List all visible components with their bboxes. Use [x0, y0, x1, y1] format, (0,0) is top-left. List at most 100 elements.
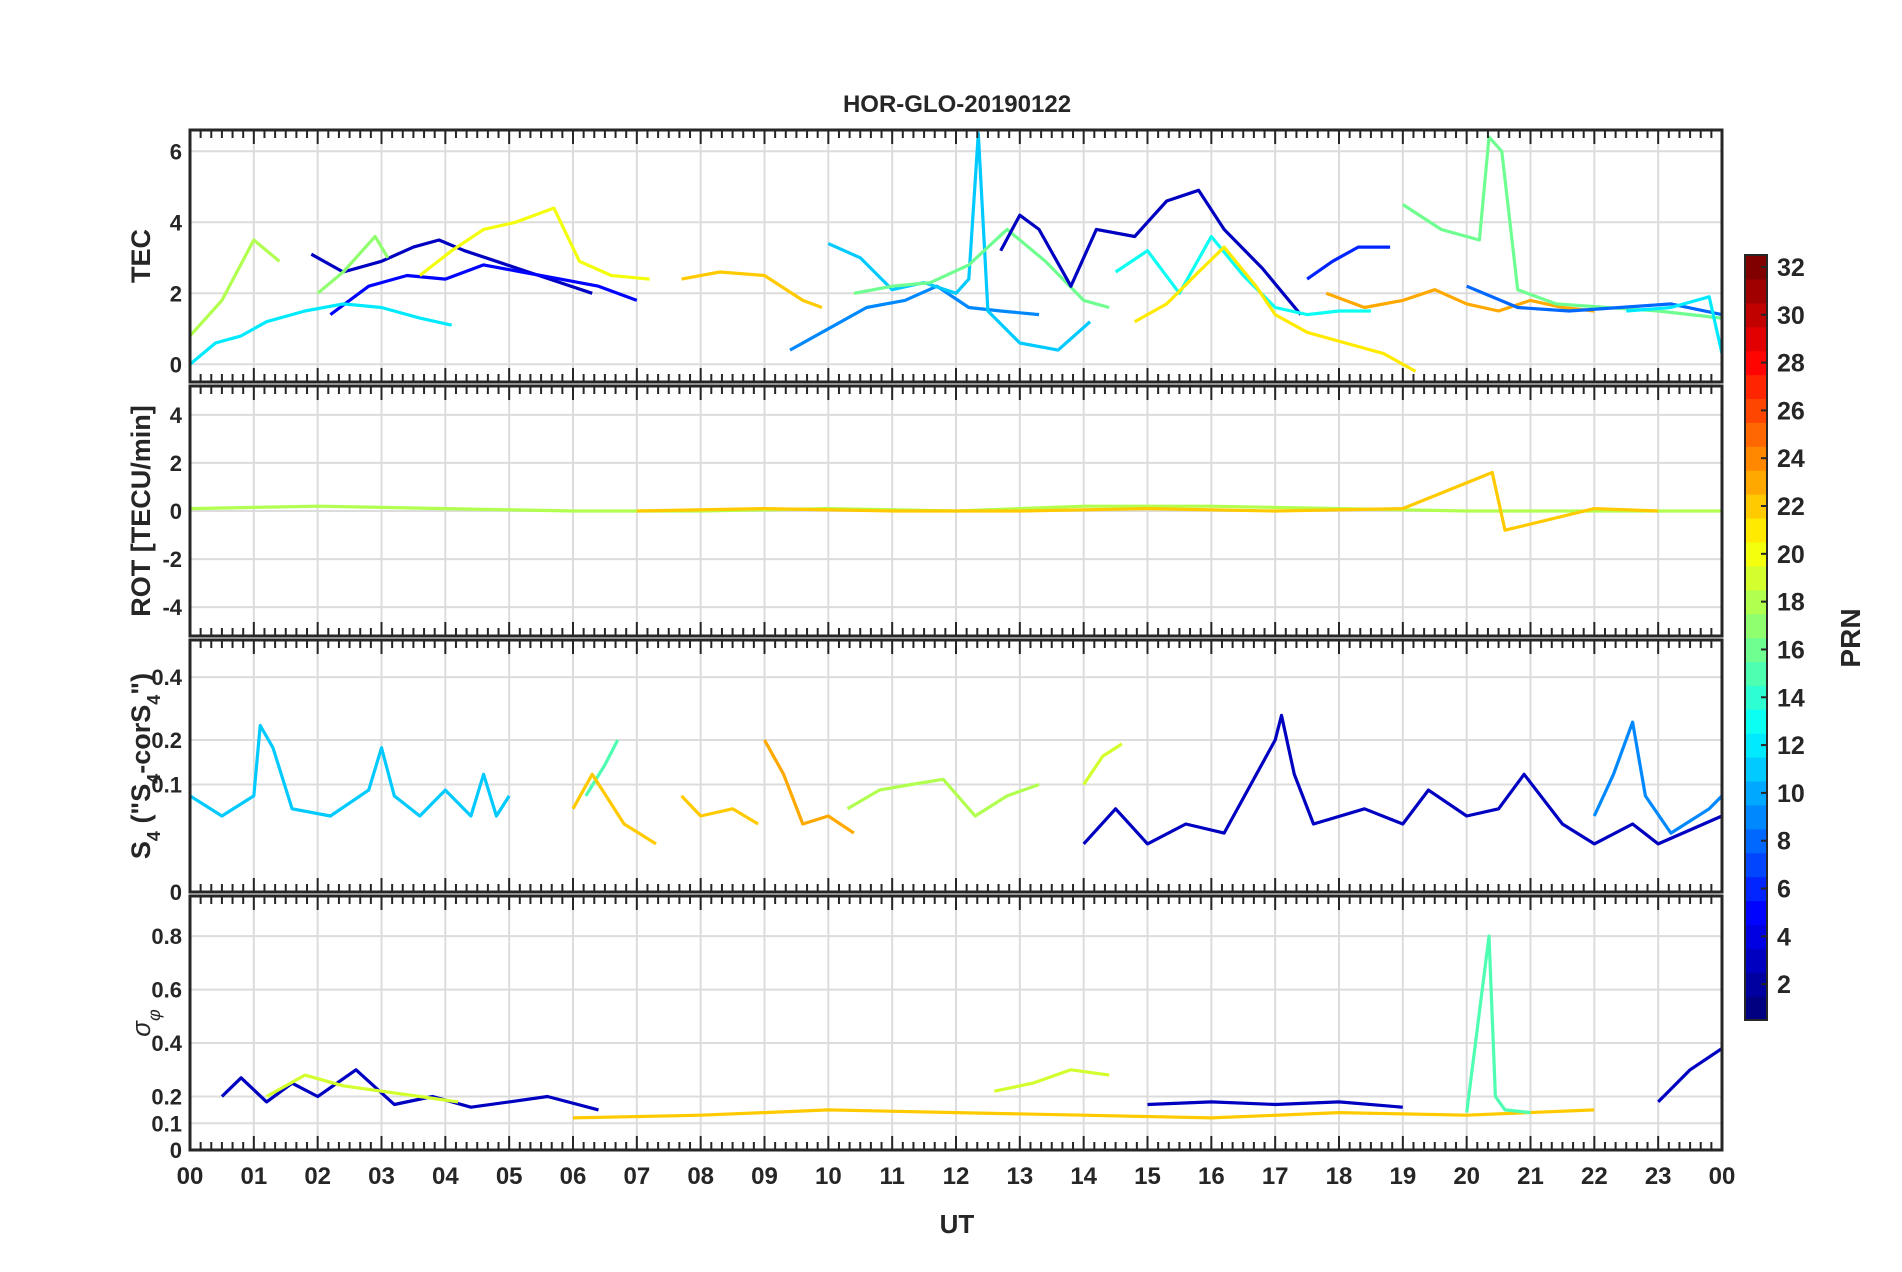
- series-line-prn-3: [1082, 713, 1722, 846]
- colorbar-tick-label: 26: [1777, 397, 1805, 425]
- colorbar-swatch: [1745, 685, 1767, 710]
- colorbar-label: PRN: [1835, 608, 1866, 667]
- series-line-prn-11: [190, 723, 511, 818]
- x-tick-label: 03: [368, 1163, 395, 1190]
- colorbar-swatch: [1745, 565, 1767, 591]
- panel-2: -4 -2 0 2 4 ROT [TECU/min]: [126, 384, 1724, 638]
- colorbar-tick-label: 20: [1777, 541, 1805, 569]
- colorbar-tick-label: 32: [1777, 254, 1805, 282]
- colorbar-swatch: [1745, 422, 1767, 447]
- x-tick-label: 18: [1326, 1163, 1353, 1190]
- colorbar-swatch: [1745, 517, 1767, 543]
- series-line-prn-16: [853, 227, 1110, 310]
- y-axis-label: TEC: [126, 229, 156, 283]
- series-line-prn-19: [265, 1073, 459, 1104]
- colorbar-tick-label: 12: [1777, 732, 1805, 760]
- colorbar-swatch: [1745, 900, 1767, 925]
- series-group: [220, 934, 1722, 1120]
- y-tick-label: 0.6: [151, 978, 182, 1003]
- colorbar-frame: [1744, 254, 1768, 1021]
- y-axis-label: S4 ("S4-corS4"): [126, 673, 164, 859]
- x-tick-label: 08: [687, 1163, 714, 1190]
- colorbar-swatch: [1745, 541, 1767, 567]
- x-tick-label: 00: [177, 1163, 204, 1190]
- colorbar-swatch: [1745, 589, 1767, 615]
- series-group: [190, 470, 1722, 532]
- colorbar-tick-label: 6: [1777, 876, 1791, 904]
- colorbar-swatch: [1745, 613, 1767, 639]
- series-line-prn-6: [1306, 245, 1391, 281]
- colorbar-swatch: [1745, 398, 1767, 423]
- series-line-prn-12: [190, 302, 453, 366]
- y-tick-label: 0: [170, 352, 182, 377]
- colorbar-swatch: [1745, 661, 1767, 686]
- x-tick-label: 12: [943, 1163, 970, 1190]
- series-line-prn-9: [1592, 720, 1722, 835]
- y-tick-label: 6: [170, 139, 182, 164]
- series-line-prn-22: [680, 794, 759, 826]
- series-line-prn-5: [329, 263, 638, 316]
- colorbar-swatch: [1745, 972, 1767, 997]
- x-tick-label: 16: [1198, 1163, 1225, 1190]
- y-tick-label: 0: [170, 1138, 182, 1163]
- y-tick-label: 0.1: [151, 1111, 182, 1136]
- x-tick-label: 07: [623, 1163, 650, 1190]
- colorbar-swatch: [1745, 709, 1767, 734]
- colorbar-swatch: [1745, 876, 1767, 902]
- series-line-prn-20: [418, 206, 650, 281]
- y-tick-label: 0.4: [151, 665, 182, 690]
- series-line-prn-3: [1147, 1100, 1403, 1109]
- colorbar-swatch: [1745, 278, 1767, 304]
- colorbar-swatch: [1745, 924, 1767, 949]
- x-tick-label: 00: [1709, 1163, 1736, 1190]
- y-tick-label: 0: [170, 880, 182, 905]
- x-tick-label: 10: [815, 1163, 842, 1190]
- y-tick-label: 4: [170, 403, 183, 428]
- x-tick-label: 23: [1645, 1163, 1672, 1190]
- x-tick-label: 09: [751, 1163, 778, 1190]
- colorbar-swatch: [1745, 637, 1767, 663]
- colorbar-tick-label: 4: [1777, 923, 1791, 951]
- x-axis-label: UT: [940, 1209, 975, 1239]
- x-tick-label: 04: [432, 1163, 459, 1190]
- colorbar-swatch: [1745, 996, 1767, 1021]
- colorbar-tick-label: 22: [1777, 493, 1805, 521]
- series-line-prn-3: [1657, 1047, 1722, 1104]
- y-tick-label: -2: [162, 547, 182, 572]
- y-tick-label: 0.4: [151, 1031, 182, 1056]
- series-group: [190, 713, 1722, 846]
- chart-title: HOR-GLO-20190122: [843, 91, 1071, 118]
- y-tick-label: 0.1: [151, 773, 182, 798]
- colorbar-swatch: [1745, 255, 1767, 280]
- colorbar-tick-label: 8: [1777, 828, 1791, 856]
- x-tick-label: 06: [560, 1163, 587, 1190]
- colorbar-swatch: [1745, 852, 1767, 878]
- series-line-prn-9: [789, 284, 1040, 352]
- series-line-prn-12: [1626, 295, 1722, 354]
- y-axis-label: σφ: [126, 1009, 164, 1037]
- series-line-prn-11: [827, 131, 1092, 352]
- y-tick-label: 0.8: [151, 924, 182, 949]
- x-tick-label: 21: [1517, 1163, 1544, 1190]
- series-line-prn-15: [584, 739, 620, 797]
- series-line-prn-18: [846, 777, 1040, 818]
- series-line-prn-23: [763, 739, 855, 835]
- colorbar-swatch: [1745, 494, 1767, 519]
- y-tick-label: 0: [170, 499, 182, 524]
- colorbar-swatch: [1745, 446, 1767, 471]
- plot-frame: [188, 638, 1724, 894]
- x-tick-label: 11: [879, 1163, 904, 1190]
- y-axis-label: ROT [TECU/min]: [126, 405, 156, 616]
- colorbar-tick-label: 24: [1777, 445, 1805, 473]
- series-line-prn-22: [681, 270, 823, 310]
- y-tick-label: -4: [162, 595, 182, 620]
- colorbar-swatch: [1745, 780, 1767, 806]
- series-line-prn-19: [1082, 742, 1123, 786]
- y-tick-label: 4: [170, 210, 183, 235]
- y-tick-label: 2: [170, 451, 182, 476]
- colorbar-swatch: [1745, 302, 1767, 328]
- colorbar-tick-label: 18: [1777, 589, 1805, 617]
- x-tick-label: 02: [304, 1163, 331, 1190]
